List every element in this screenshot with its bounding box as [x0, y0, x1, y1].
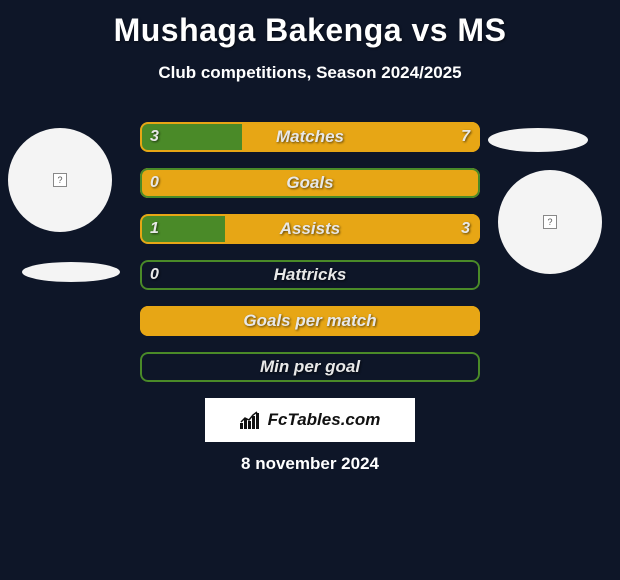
stat-bar-fill-right: [225, 214, 480, 244]
fctables-label: FcTables.com: [268, 410, 381, 430]
image-placeholder-icon: ?: [543, 215, 557, 229]
stat-bar: 37Matches: [140, 122, 480, 152]
image-placeholder-icon: ?: [53, 173, 67, 187]
player-avatar-right: ?: [498, 170, 602, 274]
stat-bar-fill-right: [242, 122, 480, 152]
stat-bar: Goals per match: [140, 306, 480, 336]
avatar-left-shadow: [22, 262, 120, 282]
avatar-right-shadow: [488, 128, 588, 152]
stat-bar-fill-right: [140, 168, 480, 198]
stat-label: Min per goal: [140, 357, 480, 377]
stat-bar: 0Goals: [140, 168, 480, 198]
page-title: Mushaga Bakenga vs MS: [0, 0, 620, 49]
stat-bar: Min per goal: [140, 352, 480, 382]
stat-bars-container: 37Matches0Goals13Assists0HattricksGoals …: [140, 122, 480, 398]
stat-value-left: 0: [150, 266, 159, 284]
date-label: 8 november 2024: [0, 454, 620, 474]
stat-bar: 0Hattricks: [140, 260, 480, 290]
stat-value-left: 0: [150, 174, 159, 192]
stat-bar-fill-right: [140, 306, 480, 336]
stat-label: Hattricks: [140, 265, 480, 285]
page-subtitle: Club competitions, Season 2024/2025: [0, 63, 620, 83]
stat-bar-border: [140, 260, 480, 290]
fctables-logo-icon: [240, 411, 262, 429]
stat-bar-border: [140, 352, 480, 382]
stat-value-right: 3: [461, 220, 470, 238]
fctables-tag: FcTables.com: [205, 398, 415, 442]
stat-value-left: 3: [150, 128, 159, 146]
stat-value-left: 1: [150, 220, 159, 238]
stat-bar: 13Assists: [140, 214, 480, 244]
stat-value-right: 7: [461, 128, 470, 146]
player-avatar-left: ?: [8, 128, 112, 232]
